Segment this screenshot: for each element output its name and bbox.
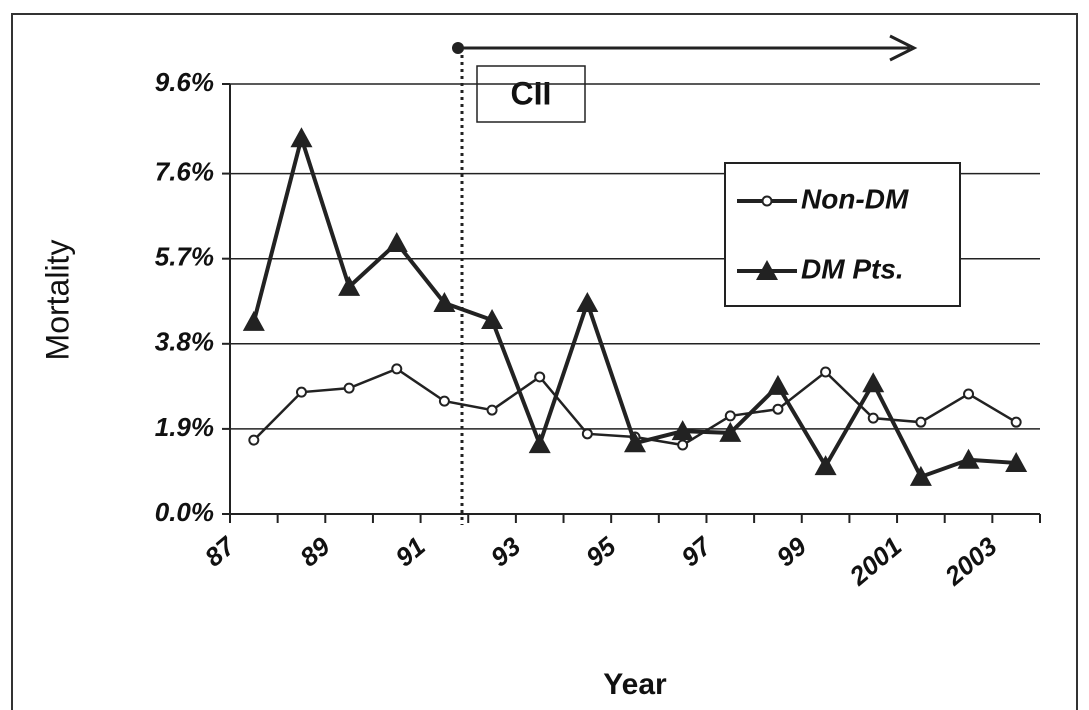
legend-marker (761, 195, 773, 207)
arrow-head (889, 34, 918, 62)
data-point (724, 410, 736, 422)
data-point (433, 292, 456, 313)
data-point (295, 386, 307, 398)
legend-box (724, 162, 961, 307)
data-point (909, 465, 932, 486)
data-point (242, 310, 265, 331)
y-tick-label: 3.8% (155, 327, 214, 357)
data-point (915, 416, 927, 428)
y-tick-label: 9.6% (155, 67, 214, 97)
data-point (624, 432, 646, 453)
data-point (486, 404, 498, 416)
x-tick-label: 95 (580, 531, 622, 573)
annotation: CII (511, 75, 552, 111)
data-point (338, 275, 361, 296)
data-point (719, 421, 742, 442)
data-point (957, 448, 980, 469)
data-point (963, 388, 975, 400)
data-point (343, 382, 355, 394)
y-tick-label: 0.0% (155, 497, 214, 527)
x-tick-label: 91 (389, 531, 430, 573)
x-tick-label: 2003 (938, 531, 1003, 592)
data-point (290, 127, 313, 148)
y-axis-label: Mortality (39, 240, 75, 361)
data-point (385, 232, 408, 253)
legend-label: DM Pts. (801, 253, 904, 284)
data-point (862, 372, 885, 393)
x-tick-label: 97 (675, 530, 718, 573)
data-point (481, 309, 504, 330)
data-point (820, 366, 832, 378)
frame (11, 13, 1078, 710)
data-point (1005, 451, 1028, 472)
data-point (528, 433, 551, 454)
x-tick-label: 93 (485, 531, 527, 573)
y-tick-label: 5.7% (155, 242, 214, 272)
data-point (677, 439, 689, 451)
annotation-box (476, 65, 586, 123)
x-tick-label: 89 (294, 531, 336, 573)
y-tick-label: 7.6% (155, 156, 214, 186)
data-point (438, 395, 450, 407)
x-tick-label: 87 (199, 530, 242, 573)
x-axis-label: Year (603, 668, 667, 701)
x-tick-label: 2001 (843, 531, 907, 592)
data-point (814, 455, 837, 476)
data-point (391, 363, 403, 375)
y-tick-label: 1.9% (155, 412, 214, 442)
legend-marker (756, 260, 778, 280)
data-point (576, 292, 599, 313)
data-point (534, 371, 546, 383)
legend-label: Non-DM (801, 183, 909, 214)
data-point (671, 420, 694, 441)
x-tick-label: 99 (771, 531, 813, 573)
data-point (766, 374, 789, 395)
data-point (1010, 416, 1022, 428)
data-point (772, 403, 784, 415)
data-point (581, 428, 593, 440)
data-point (248, 434, 260, 446)
data-point (867, 412, 879, 424)
